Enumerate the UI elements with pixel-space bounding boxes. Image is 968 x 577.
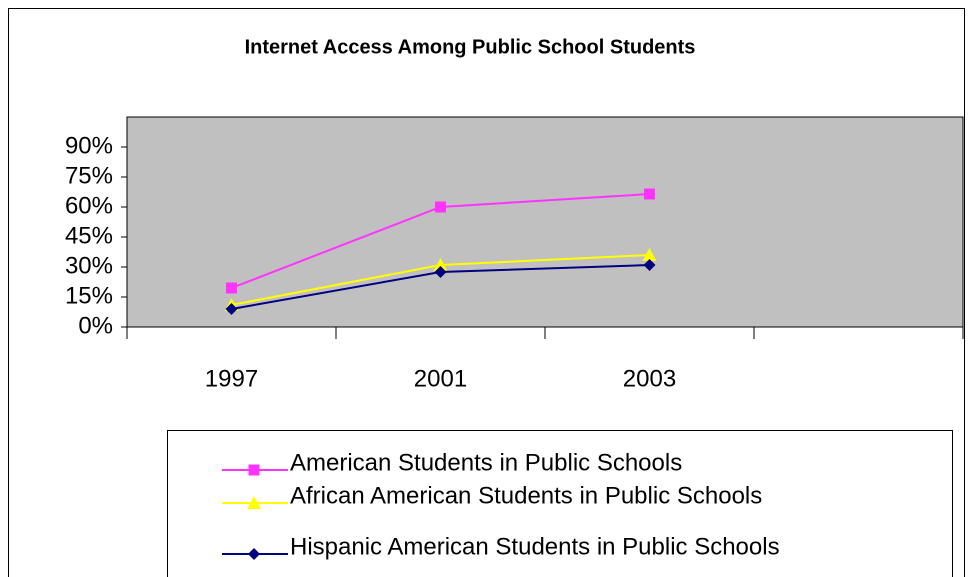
x-tick-label: 2003	[623, 365, 676, 392]
legend-label: African American Students in Public Scho…	[290, 482, 762, 509]
marker	[435, 201, 446, 213]
marker	[248, 548, 260, 560]
x-tick-label: 2001	[414, 365, 467, 392]
legend-label: Hispanic American Students in Public Sch…	[290, 533, 780, 560]
legend	[167, 430, 953, 577]
y-tick-label: 45%	[65, 222, 113, 249]
marker	[644, 188, 655, 200]
y-tick-label: 30%	[65, 252, 113, 279]
marker	[642, 248, 657, 261]
y-tick-label: 0%	[78, 312, 113, 339]
y-tick-label: 75%	[65, 162, 113, 189]
marker	[643, 259, 656, 271]
marker	[247, 496, 261, 509]
chart-title: Internet Access Among Public School Stud…	[245, 36, 696, 58]
marker	[226, 282, 237, 294]
y-tick-label: 60%	[65, 192, 113, 219]
legend-label: American Students in Public Schools	[290, 449, 682, 476]
marker	[434, 266, 447, 278]
marker	[225, 303, 238, 315]
marker	[433, 258, 448, 271]
y-tick-label: 15%	[65, 282, 113, 309]
marker	[248, 464, 260, 476]
x-tick-label: 1997	[205, 365, 258, 392]
plot-area	[126, 116, 964, 328]
y-tick-label: 90%	[65, 132, 113, 159]
